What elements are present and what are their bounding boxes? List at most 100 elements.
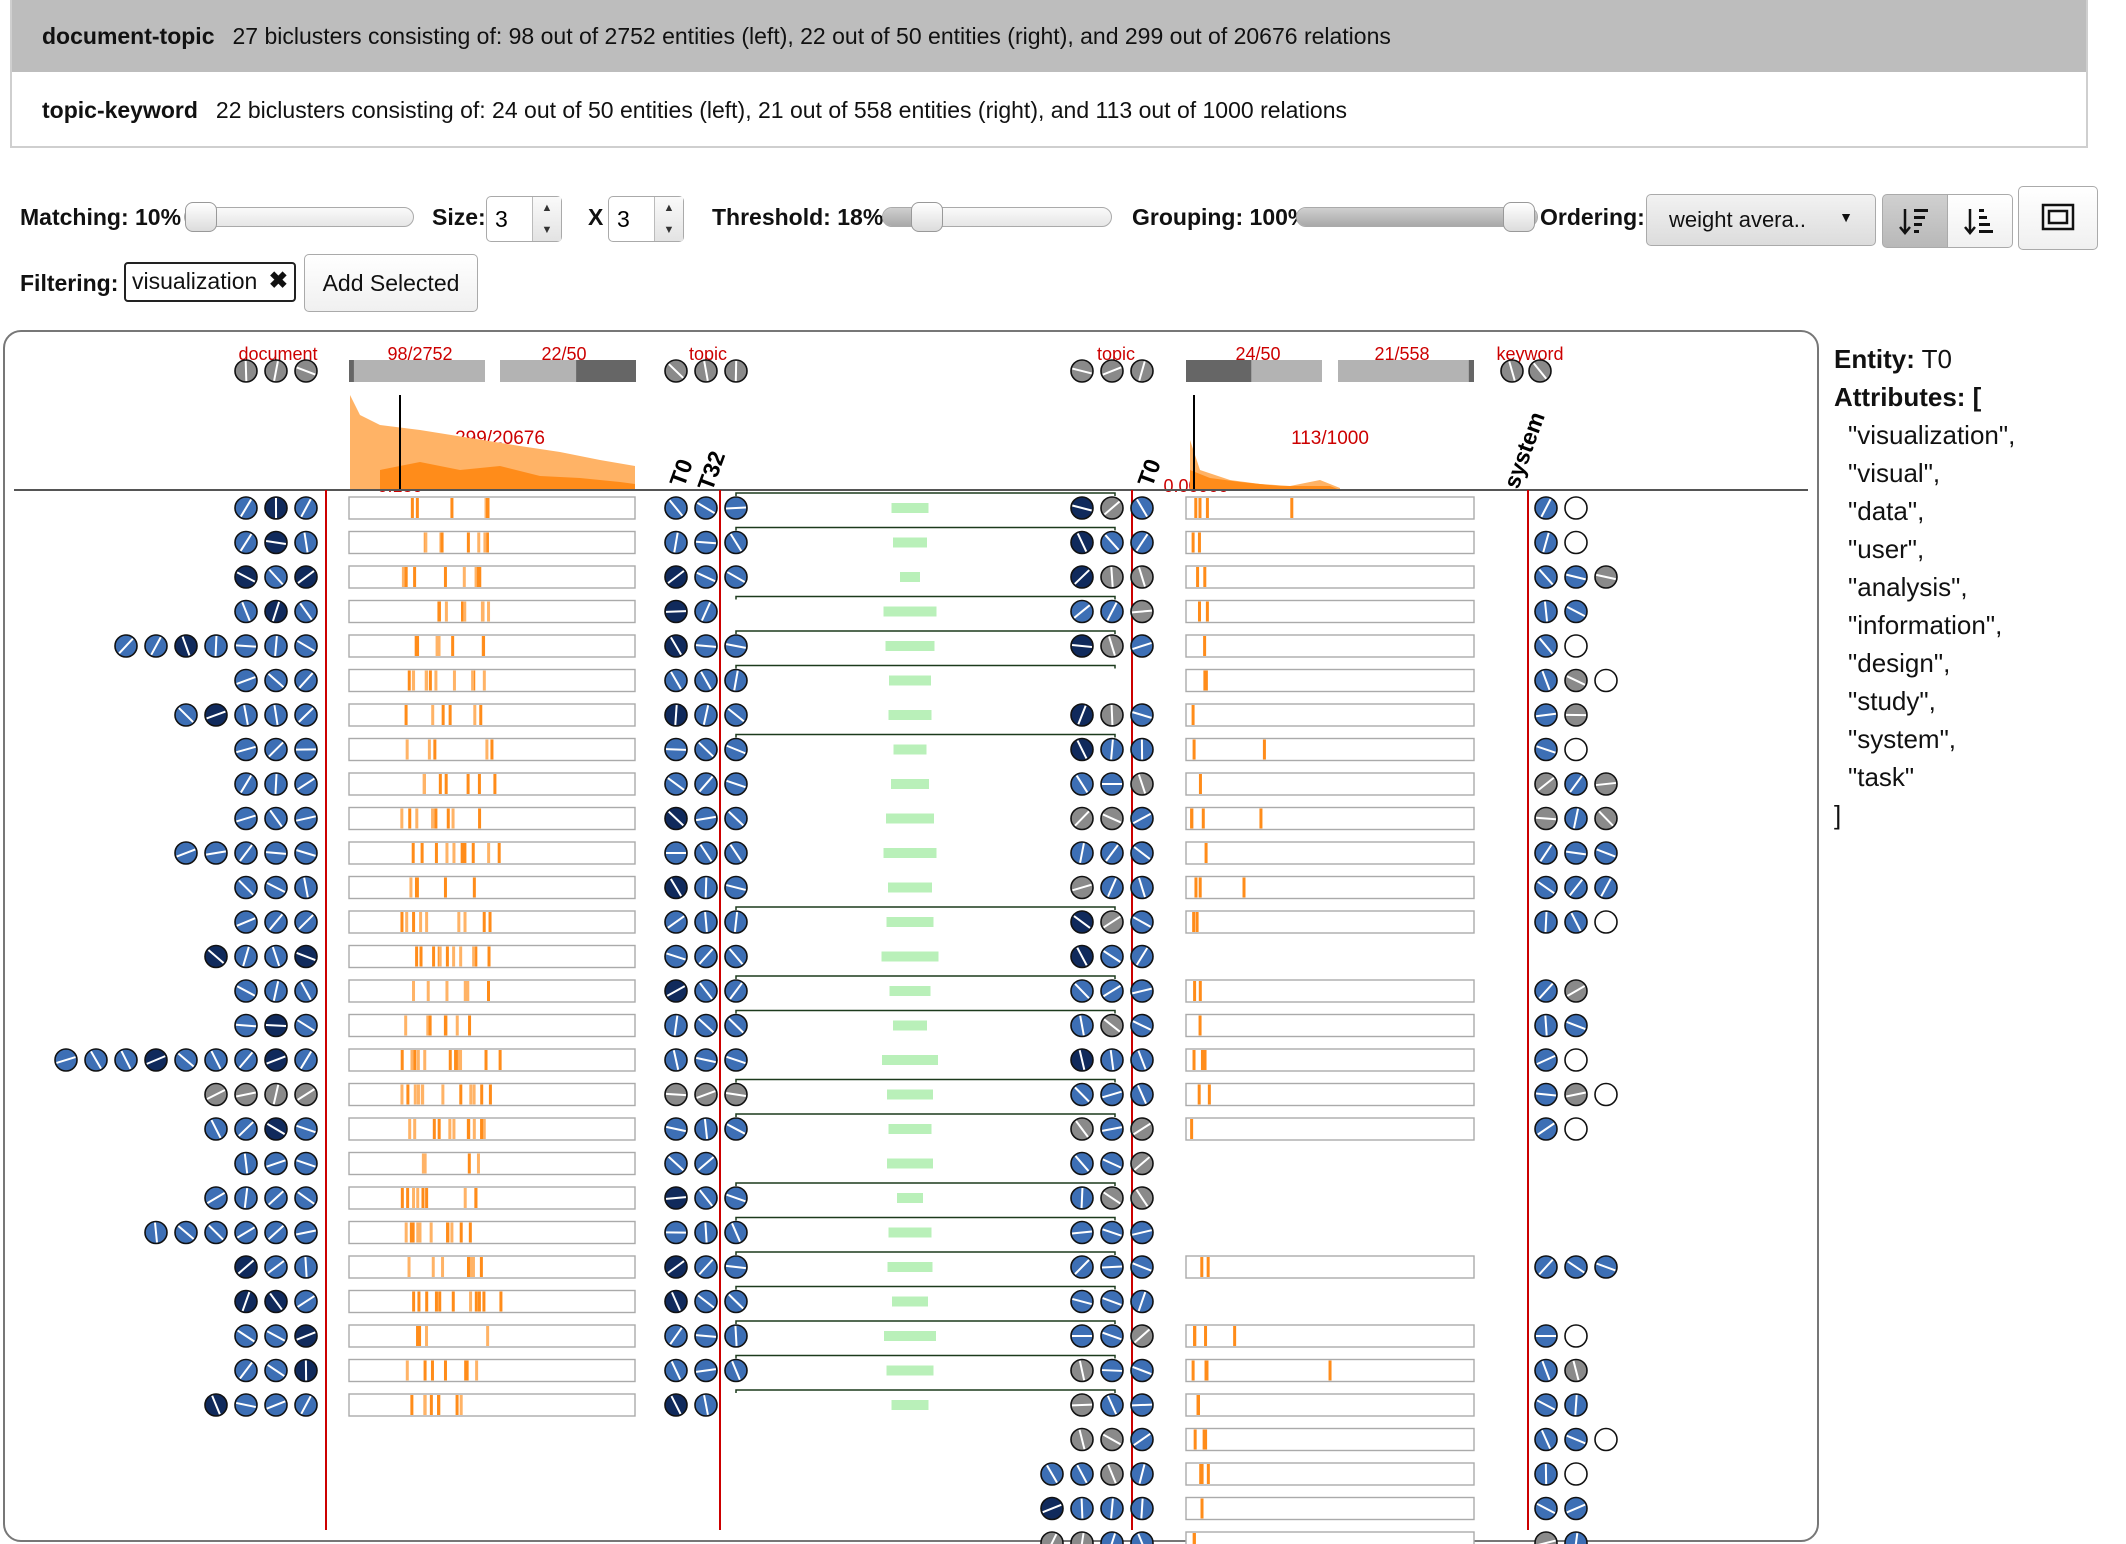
bicluster-bar[interactable] (348, 1151, 636, 1176)
size-rows-arrows[interactable]: ▲ ▼ (532, 197, 561, 241)
bicluster-bar-right[interactable] (1185, 1048, 1475, 1072)
add-selected-button[interactable]: Add Selected (304, 254, 478, 312)
link-indicator[interactable] (888, 1227, 932, 1238)
keyword-entity-circle[interactable] (1564, 634, 1588, 658)
keyword-entity-circle[interactable] (1594, 1427, 1618, 1452)
link-indicator[interactable] (889, 675, 931, 686)
bicluster-bar[interactable] (348, 1082, 636, 1107)
ordering-dropdown[interactable]: weight avera.. ▼ (1646, 194, 1876, 246)
bicluster-bar[interactable] (348, 944, 636, 969)
bicluster-bar[interactable] (348, 910, 636, 934)
remove-x-icon[interactable]: ✖ (268, 267, 288, 293)
link-indicator[interactable] (900, 572, 920, 582)
grouping-slider[interactable] (1296, 202, 1538, 232)
bicluster-bar-right[interactable] (1185, 1531, 1475, 1544)
bicluster-bar[interactable] (348, 1117, 636, 1141)
keyword-entity-circle[interactable] (1564, 530, 1588, 555)
bicluster-bar[interactable] (348, 772, 636, 796)
bicluster-bar-right[interactable] (1185, 841, 1475, 865)
relation-row-document-topic[interactable]: document-topic 27 biclusters consisting o… (12, 0, 2086, 72)
grouping-knob[interactable] (1503, 202, 1535, 232)
bicluster-bar[interactable] (348, 703, 636, 727)
keyword-entity-circle[interactable] (1564, 496, 1588, 520)
threshold-knob[interactable] (911, 202, 943, 232)
bicluster-bar[interactable] (348, 1358, 636, 1383)
topic-right-entity-circle[interactable] (1130, 1531, 1154, 1544)
bicluster-bar[interactable] (348, 634, 636, 658)
matching-slider[interactable] (184, 202, 414, 232)
keyword-entity-circle[interactable] (1564, 737, 1588, 762)
relation-row-topic-keyword[interactable]: topic-keyword 22 biclusters consisting of… (12, 74, 2086, 146)
link-indicator[interactable] (893, 744, 927, 755)
link-indicator[interactable] (883, 848, 937, 858)
bicluster-bar-right[interactable] (1185, 565, 1475, 589)
link-indicator[interactable] (897, 1193, 923, 1203)
bicluster-bar-right[interactable] (1185, 634, 1475, 658)
filter-tag[interactable]: visualization ✖ (124, 262, 296, 302)
chevron-down-icon[interactable]: ▼ (541, 224, 553, 236)
chevron-down-icon[interactable]: ▼ (663, 224, 675, 236)
link-indicator[interactable] (891, 503, 929, 513)
link-indicator[interactable] (893, 537, 927, 548)
bicluster-bar-right[interactable] (1185, 1427, 1475, 1452)
keyword-entity-circle[interactable] (1564, 1117, 1588, 1141)
link-indicator[interactable] (881, 951, 939, 962)
bicluster-bar[interactable] (348, 668, 636, 693)
fit-screen-button[interactable] (2018, 186, 2098, 250)
bicluster-bar-right[interactable] (1185, 1082, 1475, 1107)
bicluster-bar[interactable] (348, 1220, 636, 1245)
bicluster-bar[interactable] (348, 1289, 636, 1314)
link-indicator[interactable] (887, 1089, 933, 1100)
chevron-up-icon[interactable]: ▲ (663, 202, 675, 214)
bicluster-bar[interactable] (348, 841, 636, 865)
chevron-up-icon[interactable]: ▲ (541, 202, 553, 214)
bicluster-bar[interactable] (348, 1255, 636, 1279)
bicluster-bar-right[interactable] (1185, 910, 1475, 934)
bicluster-bar-right[interactable] (1185, 1462, 1475, 1486)
bicluster-bar-right[interactable] (1185, 1496, 1475, 1521)
link-indicator[interactable] (887, 1262, 933, 1272)
bicluster-bar-right[interactable] (1185, 1255, 1475, 1279)
bicluster-bar-right[interactable] (1185, 875, 1475, 900)
bicluster-bar[interactable] (348, 496, 636, 520)
bicluster-bar-right[interactable] (1185, 979, 1475, 1003)
bicluster-bar[interactable] (348, 530, 636, 555)
keyword-entity-circle[interactable] (1564, 1462, 1588, 1486)
link-indicator[interactable] (887, 1158, 933, 1169)
bicluster-bar[interactable] (348, 1186, 636, 1210)
keyword-entity-circle[interactable] (1564, 1048, 1588, 1072)
size-cols-input[interactable] (615, 201, 653, 237)
bicluster-bar[interactable] (348, 1048, 636, 1072)
bicluster-bar[interactable] (348, 1393, 636, 1417)
link-indicator[interactable] (885, 641, 935, 651)
link-indicator[interactable] (886, 1365, 934, 1376)
bicluster-bar-right[interactable] (1185, 599, 1475, 624)
link-indicator[interactable] (893, 1020, 927, 1031)
bicluster-bar[interactable] (348, 806, 636, 831)
bicluster-bar-right[interactable] (1185, 1117, 1475, 1141)
bicluster-bar-right[interactable] (1185, 1393, 1475, 1417)
link-indicator[interactable] (883, 606, 937, 617)
size-cols-arrows[interactable]: ▲ ▼ (654, 197, 683, 241)
bicluster-visualization[interactable]: document 98/2752 22/50 topic topic 24/50… (0, 0, 1820, 1544)
link-indicator[interactable] (884, 1331, 936, 1341)
size-rows-spinner[interactable]: ▲▼ (486, 196, 562, 242)
bicluster-bar[interactable] (348, 599, 636, 624)
keyword-entity-circle[interactable] (1594, 1082, 1618, 1107)
bicluster-bar[interactable] (348, 565, 636, 589)
link-indicator[interactable] (886, 917, 934, 927)
topic-right-entity-circle[interactable] (1040, 1531, 1064, 1544)
sort-descending-button[interactable] (1882, 194, 1948, 248)
link-indicator[interactable] (888, 1124, 932, 1134)
bicluster-bar-right[interactable] (1185, 737, 1475, 762)
bicluster-bar-right[interactable] (1185, 772, 1475, 796)
matching-knob[interactable] (185, 202, 217, 232)
link-indicator[interactable] (888, 882, 932, 893)
link-indicator[interactable] (891, 779, 929, 789)
keyword-entity-circle[interactable] (1594, 910, 1618, 934)
link-indicator[interactable] (882, 1055, 938, 1065)
keyword-entity-circle[interactable] (1594, 668, 1618, 693)
link-indicator[interactable] (886, 813, 934, 824)
bicluster-bar-right[interactable] (1185, 806, 1475, 831)
bicluster-bar-right[interactable] (1185, 496, 1475, 520)
